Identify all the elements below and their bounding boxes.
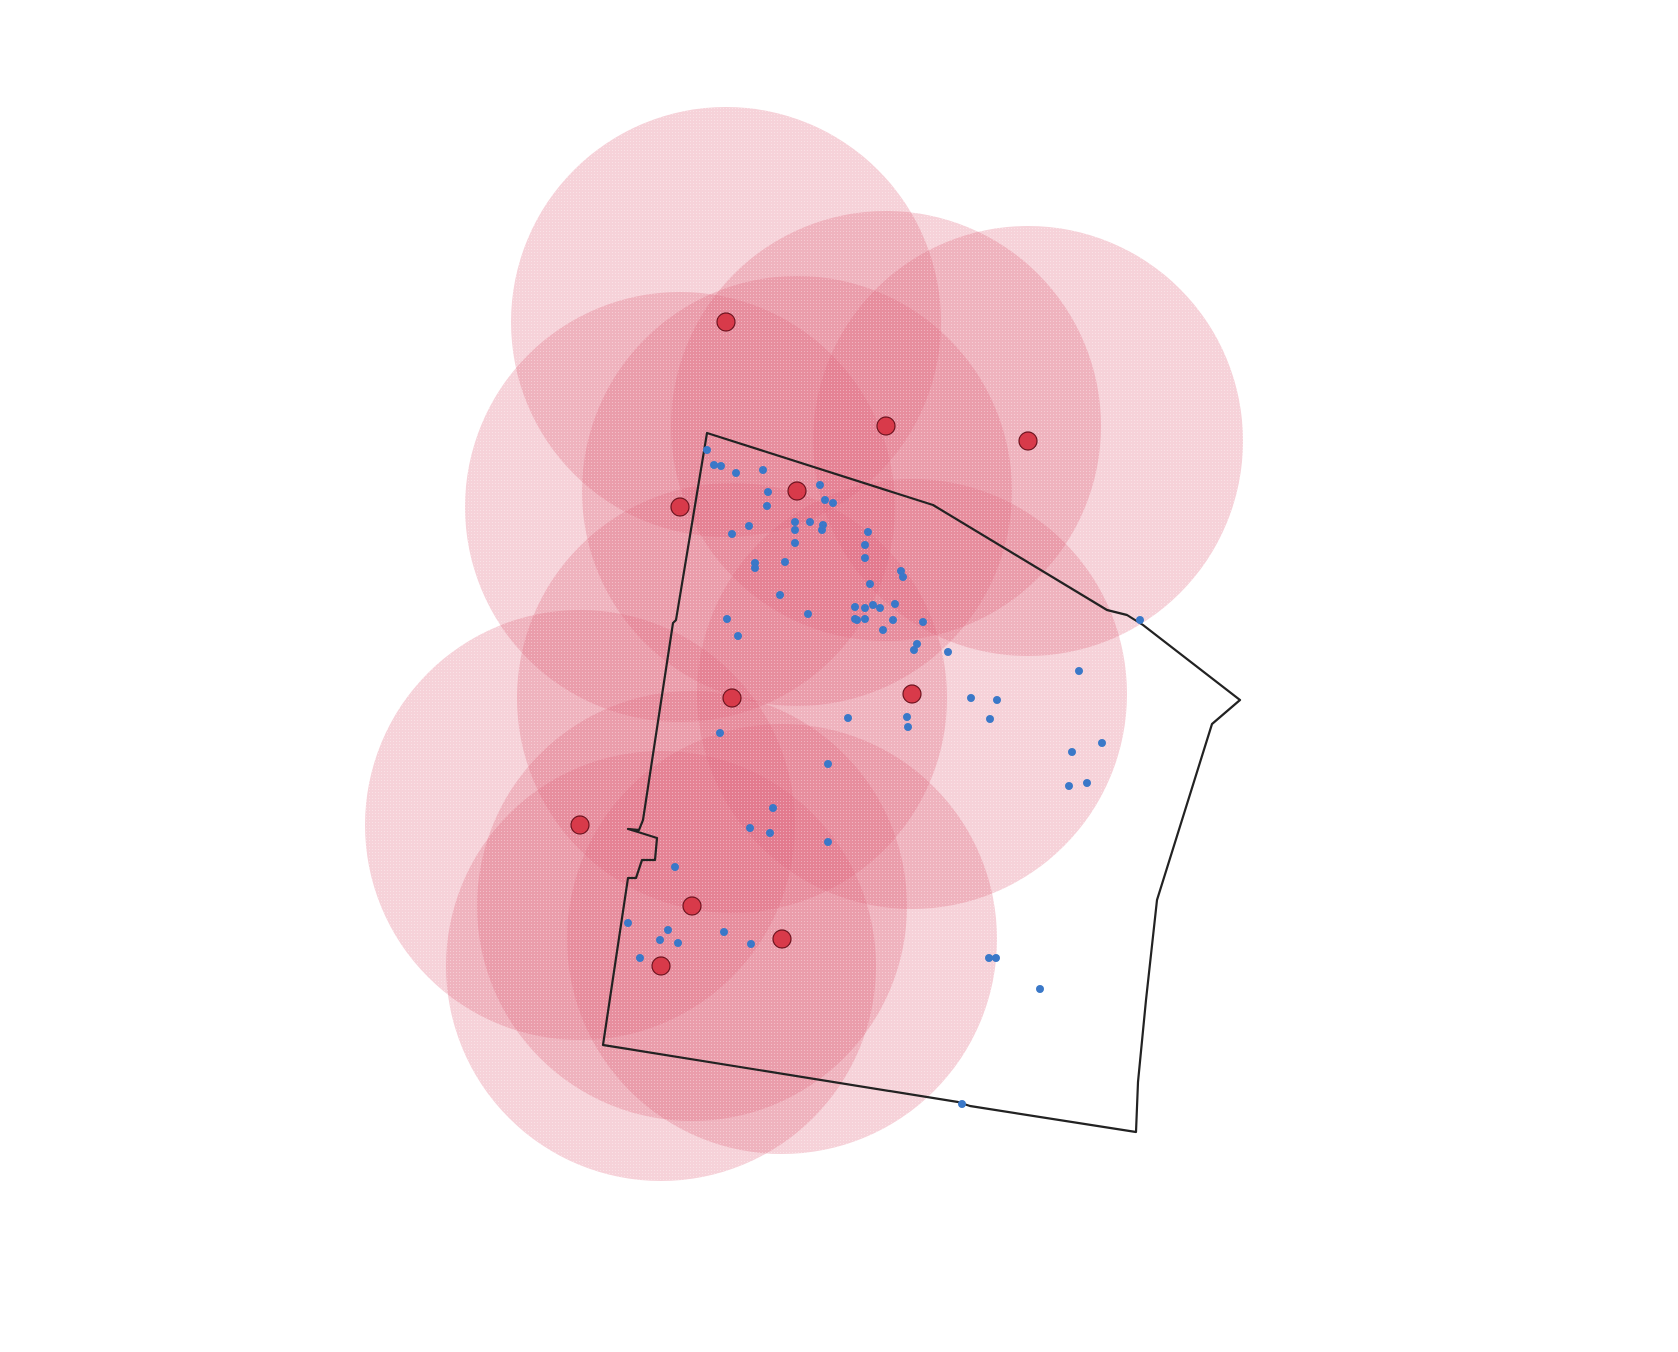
observation-point-30 <box>861 604 869 612</box>
study-area-boundary-layer <box>601 431 1242 1134</box>
observation-point-36 <box>851 615 859 623</box>
observation-point-44 <box>776 591 784 599</box>
observation-point-35 <box>879 626 887 634</box>
observation-point-57 <box>716 729 724 737</box>
site-marker-10 <box>772 929 792 949</box>
observation-point-11 <box>829 499 837 507</box>
observation-point-51 <box>993 696 1001 704</box>
observation-point-45 <box>944 648 952 656</box>
observation-point-31 <box>869 601 877 609</box>
observation-point-16 <box>818 526 826 534</box>
observation-point-54 <box>1098 739 1106 747</box>
observation-point-60 <box>746 824 754 832</box>
study-area-boundary <box>601 431 1242 1134</box>
observation-point-7 <box>763 502 771 510</box>
observation-points-layer <box>624 446 1144 1108</box>
observation-point-22 <box>781 558 789 566</box>
site-marker-5 <box>670 497 690 517</box>
observation-point-17 <box>728 530 736 538</box>
observation-point-46 <box>1075 667 1083 675</box>
observation-point-8 <box>791 526 799 534</box>
observation-point-62 <box>824 838 832 846</box>
observation-point-9 <box>816 481 824 489</box>
observation-point-41 <box>723 615 731 623</box>
site-marker-3 <box>1018 431 1038 451</box>
observation-point-21 <box>861 554 869 562</box>
observation-point-28 <box>851 603 859 611</box>
observation-point-55 <box>1065 782 1073 790</box>
observation-point-13 <box>791 518 799 526</box>
observation-point-59 <box>769 804 777 812</box>
site-marker-6 <box>722 688 742 708</box>
observation-point-64 <box>624 919 632 927</box>
observation-point-73 <box>1036 985 1044 993</box>
site-marker-11 <box>651 956 671 976</box>
observation-point-5 <box>759 466 767 474</box>
site-marker-9 <box>682 896 702 916</box>
observation-point-66 <box>664 926 672 934</box>
observation-point-42 <box>734 632 742 640</box>
observation-point-53 <box>1068 748 1076 756</box>
observation-point-1 <box>703 446 711 454</box>
observation-point-63 <box>671 863 679 871</box>
site-marker-1 <box>716 312 736 332</box>
observation-point-48 <box>844 714 852 722</box>
observation-point-56 <box>1083 779 1091 787</box>
observation-point-32 <box>876 604 884 612</box>
observation-point-3 <box>717 462 725 470</box>
observation-point-2 <box>710 461 718 469</box>
observation-point-39 <box>913 640 921 648</box>
observation-point-12 <box>806 518 814 526</box>
observation-point-24 <box>751 564 759 572</box>
observation-point-49 <box>903 713 911 721</box>
observation-point-34 <box>889 616 897 624</box>
observation-point-72 <box>992 954 1000 962</box>
observation-point-50 <box>904 723 912 731</box>
observation-point-43 <box>804 610 812 618</box>
site-marker-4 <box>787 481 807 501</box>
observation-point-10 <box>821 496 829 504</box>
observation-point-18 <box>745 522 753 530</box>
observation-point-52 <box>986 715 994 723</box>
site-marker-7 <box>902 684 922 704</box>
observation-point-69 <box>747 940 755 948</box>
observation-point-27 <box>866 580 874 588</box>
observation-point-67 <box>674 939 682 947</box>
observation-point-33 <box>891 600 899 608</box>
observation-point-70 <box>636 954 644 962</box>
observation-point-26 <box>899 573 907 581</box>
observation-point-38 <box>919 618 927 626</box>
observation-point-65 <box>656 936 664 944</box>
buffer-circles-layer <box>365 107 1243 1181</box>
observation-point-71 <box>985 954 993 962</box>
observation-point-61 <box>766 829 774 837</box>
site-marker-8 <box>570 815 590 835</box>
observation-point-68 <box>720 928 728 936</box>
site-marker-2 <box>876 416 896 436</box>
observation-point-4 <box>732 469 740 477</box>
observation-point-40 <box>910 646 918 654</box>
observation-point-74 <box>958 1100 966 1108</box>
observation-point-58 <box>824 760 832 768</box>
observation-point-20 <box>861 541 869 549</box>
observation-point-19 <box>864 528 872 536</box>
site-markers-layer <box>570 312 1038 976</box>
observation-point-75 <box>1136 616 1144 624</box>
observation-point-6 <box>764 488 772 496</box>
observation-point-47 <box>967 694 975 702</box>
observation-point-37 <box>861 615 869 623</box>
observation-point-14 <box>791 539 799 547</box>
